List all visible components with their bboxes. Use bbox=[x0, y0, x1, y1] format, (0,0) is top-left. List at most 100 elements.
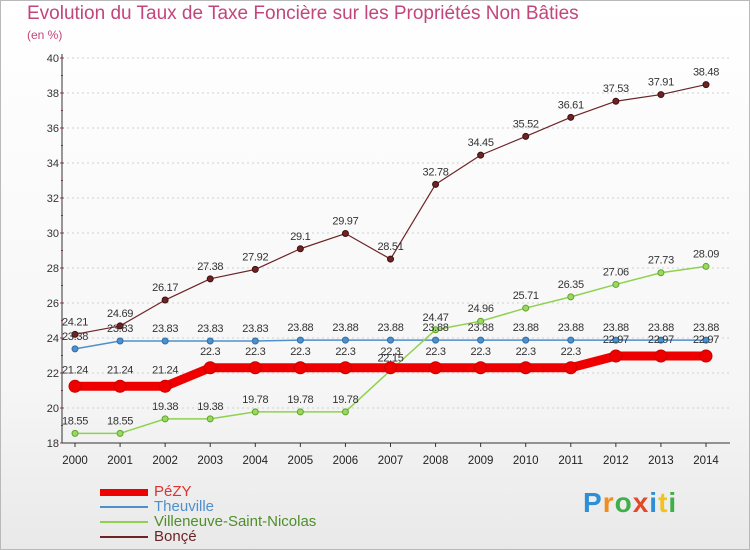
x-tick-label: 2013 bbox=[648, 455, 674, 467]
data-label-pezy: 21.24 bbox=[107, 364, 133, 376]
proxiti-logo: Proxiti bbox=[583, 487, 677, 519]
x-tick-label: 2014 bbox=[693, 455, 719, 467]
data-label-villeneuve-saint-nicolas: 25.71 bbox=[513, 290, 539, 302]
data-label-bonce: 34.45 bbox=[468, 137, 494, 149]
data-label-pezy: 21.24 bbox=[62, 364, 88, 376]
data-label-bonce: 29.1 bbox=[290, 231, 310, 243]
data-point-bonce bbox=[432, 180, 440, 188]
data-point-bonce bbox=[161, 296, 169, 304]
data-label-villeneuve-saint-nicolas: 18.55 bbox=[107, 415, 133, 427]
x-tick-label: 2010 bbox=[513, 455, 539, 467]
data-label-theuville: 23.88 bbox=[377, 322, 403, 334]
data-point-villeneuve-saint-nicolas bbox=[161, 415, 169, 423]
data-point-theuville bbox=[657, 336, 665, 344]
legend-label: Villeneuve-Saint-Nicolas bbox=[154, 513, 317, 530]
data-point-villeneuve-saint-nicolas bbox=[341, 408, 349, 416]
data-label-theuville: 23.88 bbox=[693, 322, 719, 334]
data-label-villeneuve-saint-nicolas: 19.78 bbox=[242, 394, 268, 406]
data-point-bonce bbox=[206, 275, 214, 283]
y-tick-label: 36 bbox=[47, 123, 59, 135]
data-label-villeneuve-saint-nicolas: 22.15 bbox=[377, 352, 403, 364]
data-point-pezy bbox=[338, 361, 352, 375]
data-point-pezy bbox=[248, 361, 262, 375]
x-tick-label: 2004 bbox=[242, 455, 268, 467]
data-label-theuville: 23.88 bbox=[603, 322, 629, 334]
data-point-bonce bbox=[387, 255, 394, 263]
y-tick-label: 30 bbox=[47, 228, 59, 240]
data-point-pezy bbox=[68, 379, 82, 393]
data-point-theuville bbox=[387, 336, 394, 344]
data-label-bonce: 27.92 bbox=[242, 251, 268, 263]
data-label-bonce: 29.97 bbox=[332, 216, 358, 228]
data-label-theuville: 23.83 bbox=[197, 323, 223, 335]
y-tick-label: 40 bbox=[47, 53, 59, 65]
x-tick-label: 2003 bbox=[197, 455, 223, 467]
legend-swatch bbox=[100, 521, 148, 523]
data-label-bonce: 24.21 bbox=[62, 316, 88, 328]
data-label-pezy: 22.3 bbox=[200, 346, 220, 358]
data-label-villeneuve-saint-nicolas: 26.35 bbox=[558, 279, 584, 291]
data-label-theuville: 23.88 bbox=[423, 322, 449, 334]
logo-letter: i bbox=[649, 487, 659, 518]
data-point-bonce bbox=[522, 132, 530, 140]
data-point-pezy bbox=[564, 361, 578, 375]
logo-letter: o bbox=[614, 487, 633, 518]
data-point-theuville bbox=[296, 336, 304, 344]
data-point-theuville bbox=[341, 336, 349, 344]
data-label-theuville: 23.88 bbox=[468, 322, 494, 334]
data-label-bonce: 26.17 bbox=[152, 282, 178, 294]
data-point-villeneuve-saint-nicolas bbox=[567, 293, 575, 301]
legend-label: PéZY bbox=[154, 483, 192, 500]
x-tick-label: 2002 bbox=[152, 455, 178, 467]
data-point-theuville bbox=[116, 337, 124, 345]
data-point-bonce bbox=[341, 230, 349, 238]
x-tick-label: 2000 bbox=[62, 455, 88, 467]
x-tick-label: 2009 bbox=[468, 455, 494, 467]
data-point-bonce bbox=[296, 245, 304, 253]
series-line-bonce bbox=[74, 84, 707, 335]
data-label-bonce: 24.69 bbox=[107, 308, 133, 320]
data-label-pezy: 22.3 bbox=[245, 346, 265, 358]
data-label-theuville: 23.83 bbox=[242, 323, 268, 335]
data-point-theuville bbox=[612, 336, 620, 344]
data-label-theuville: 23.88 bbox=[558, 322, 584, 334]
data-label-villeneuve-saint-nicolas: 19.38 bbox=[197, 401, 223, 413]
data-point-pezy bbox=[203, 361, 217, 375]
data-point-bonce bbox=[116, 322, 124, 330]
data-label-bonce: 36.61 bbox=[558, 99, 584, 111]
data-label-pezy: 22.3 bbox=[561, 346, 581, 358]
x-tick-label: 2012 bbox=[603, 455, 629, 467]
data-point-villeneuve-saint-nicolas bbox=[296, 408, 304, 416]
data-point-bonce bbox=[657, 91, 665, 99]
data-label-theuville: 23.88 bbox=[513, 322, 539, 334]
data-point-pezy bbox=[519, 361, 533, 375]
data-label-bonce: 28.51 bbox=[377, 241, 403, 253]
data-label-villeneuve-saint-nicolas: 27.73 bbox=[648, 255, 674, 267]
legend-label: Bonçé bbox=[154, 528, 197, 545]
data-point-villeneuve-saint-nicolas bbox=[251, 408, 259, 416]
data-label-bonce: 32.78 bbox=[423, 166, 449, 178]
data-label-theuville: 23.83 bbox=[107, 323, 133, 335]
data-label-theuville: 23.88 bbox=[287, 322, 313, 334]
data-label-bonce: 37.91 bbox=[648, 77, 674, 89]
data-point-theuville bbox=[477, 336, 485, 344]
data-point-villeneuve-saint-nicolas bbox=[477, 317, 485, 325]
data-point-villeneuve-saint-nicolas bbox=[657, 269, 665, 277]
data-label-villeneuve-saint-nicolas: 27.06 bbox=[603, 266, 629, 278]
data-label-theuville: 23.88 bbox=[332, 322, 358, 334]
data-point-villeneuve-saint-nicolas bbox=[702, 262, 710, 270]
y-tick-label: 38 bbox=[47, 88, 59, 100]
chart-title: Evolution du Taux de Taxe Foncière sur l… bbox=[27, 3, 579, 24]
data-point-pezy bbox=[429, 361, 443, 375]
data-label-pezy: 21.24 bbox=[152, 364, 178, 376]
data-point-pezy bbox=[384, 361, 397, 375]
logo-letter: r bbox=[602, 487, 615, 518]
logo-letter: P bbox=[583, 487, 603, 518]
legend-swatch bbox=[100, 488, 148, 496]
data-point-bonce bbox=[477, 151, 485, 159]
data-label-pezy: 22.97 bbox=[648, 334, 674, 346]
x-tick-label: 2005 bbox=[288, 455, 314, 467]
data-point-pezy bbox=[113, 379, 127, 393]
data-point-villeneuve-saint-nicolas bbox=[612, 280, 620, 288]
